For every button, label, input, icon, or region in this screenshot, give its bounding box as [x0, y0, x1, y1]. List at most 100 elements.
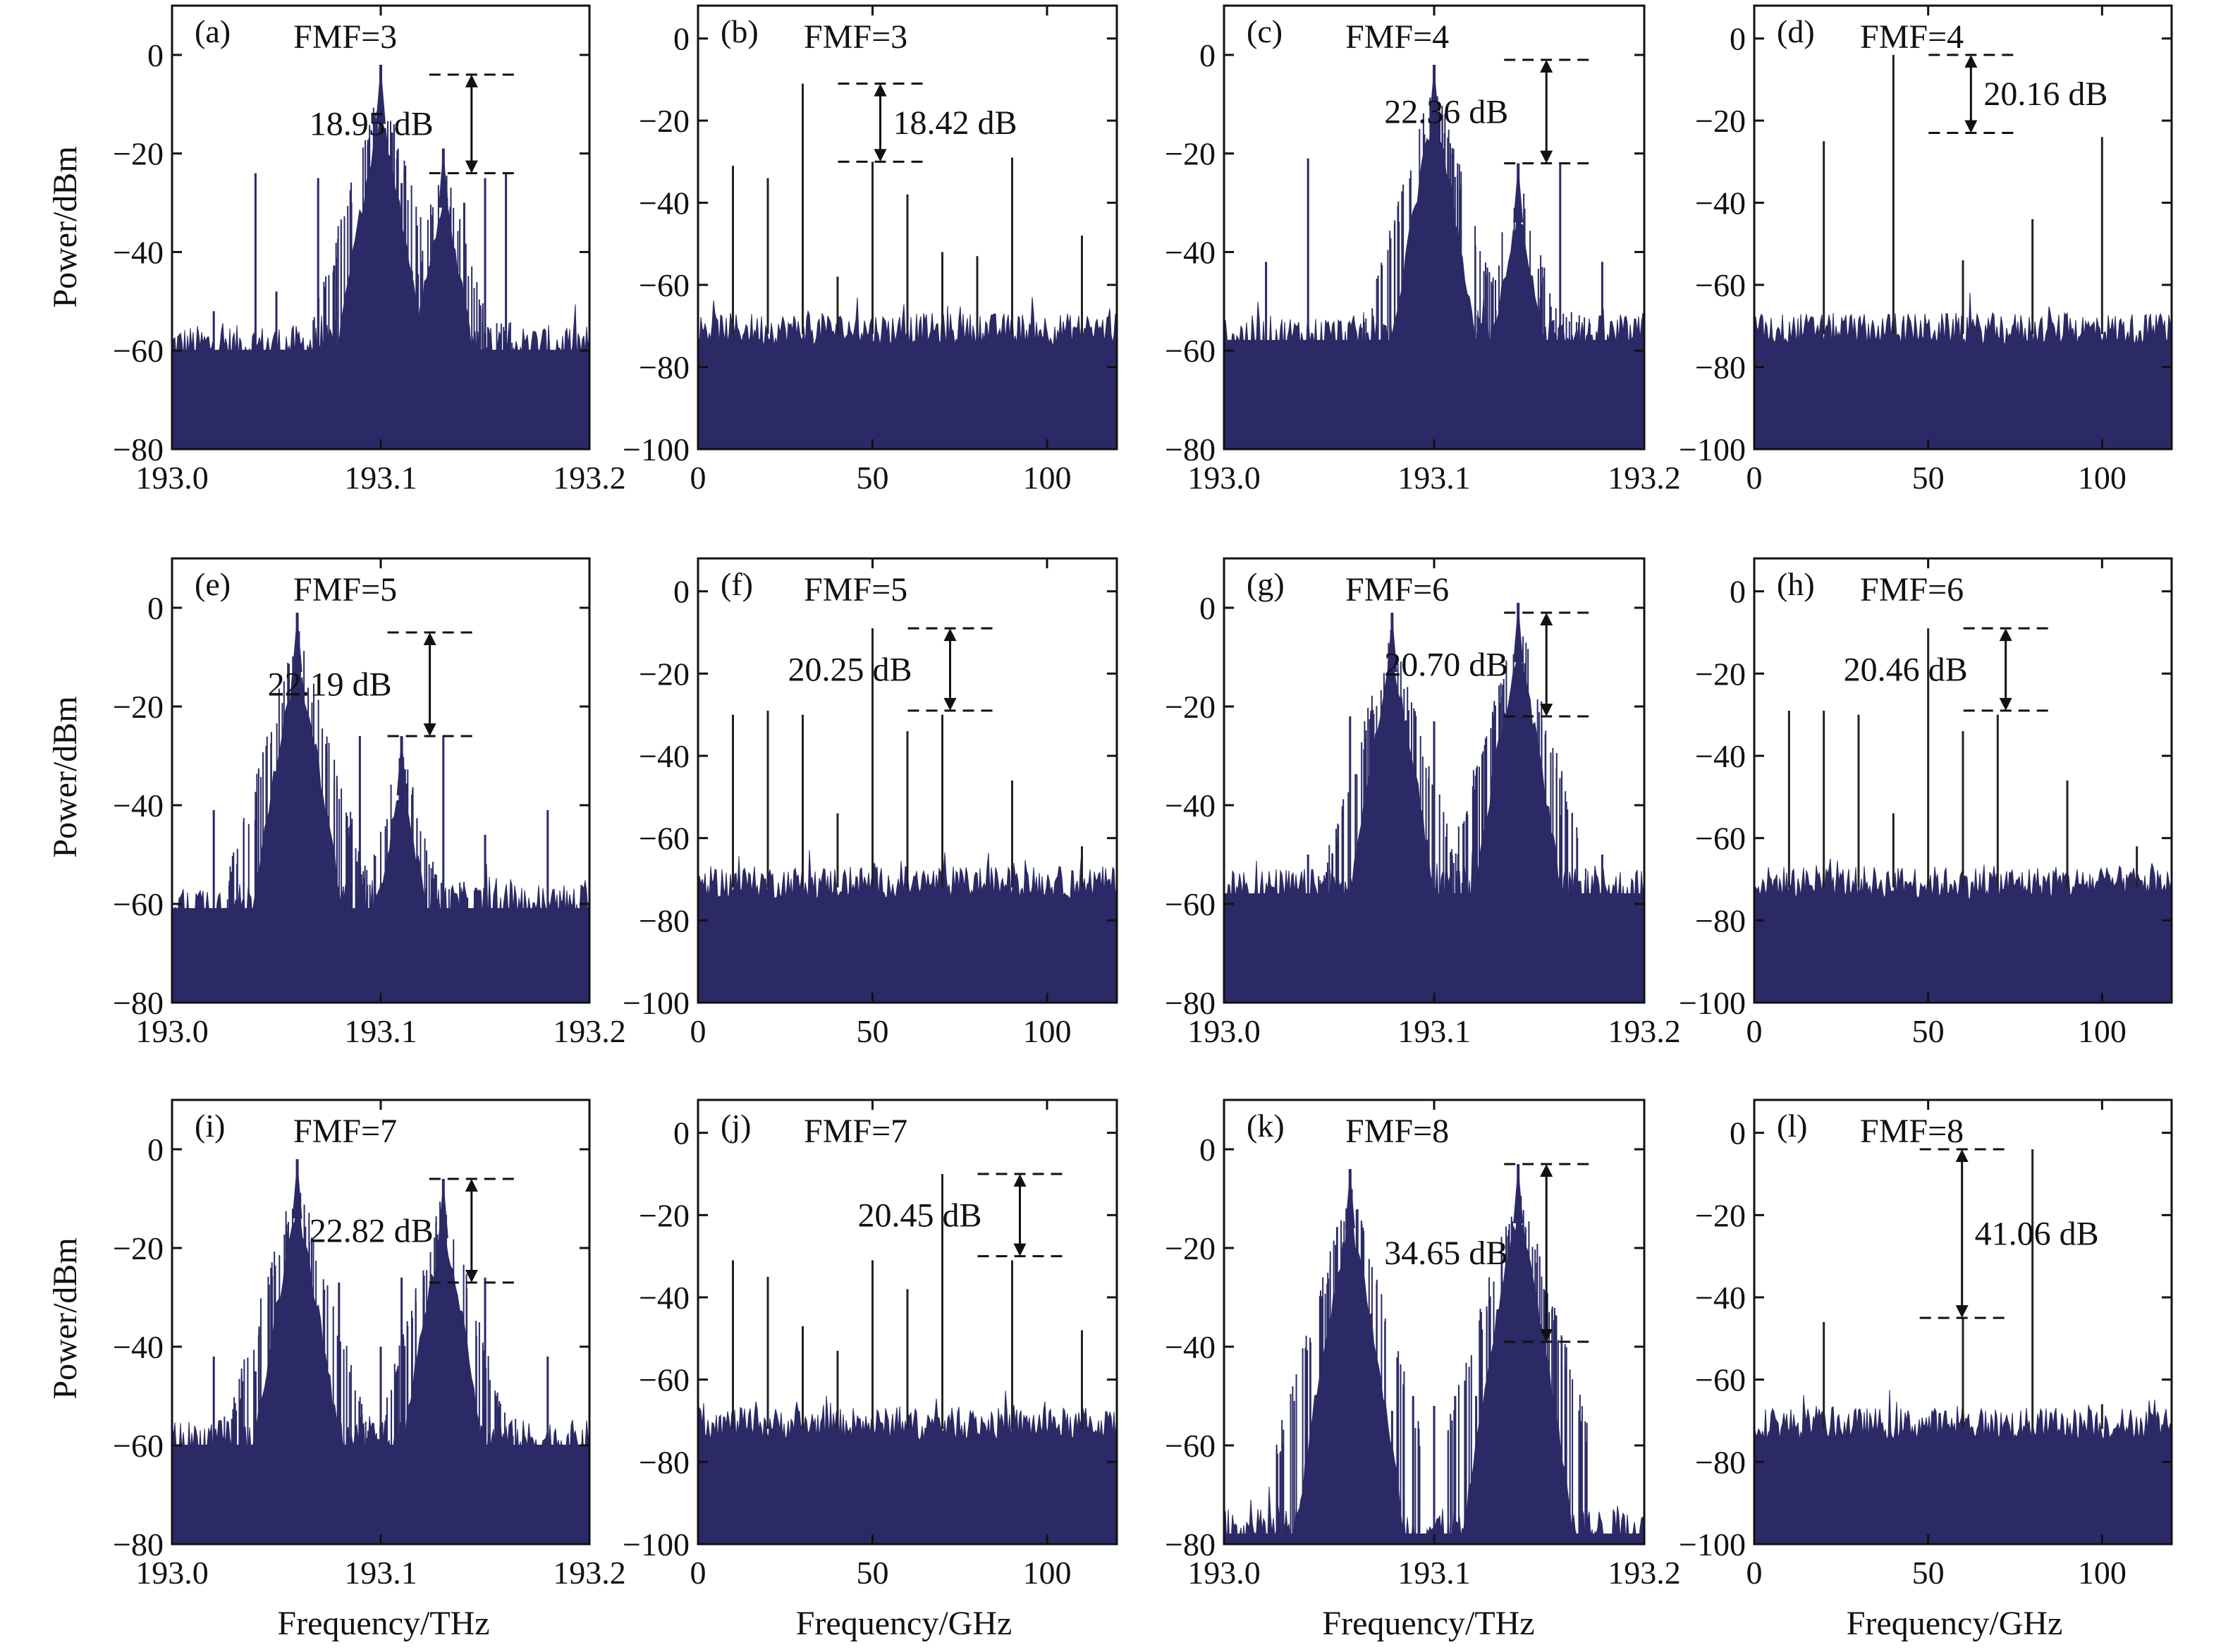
carrier-tip-c-1 — [1429, 64, 1439, 124]
y-tick-label-l: 0 — [1730, 1115, 1746, 1151]
y-tick-label-l: −20 — [1695, 1197, 1746, 1233]
panel-tag-j: (j) — [721, 1108, 751, 1144]
y-tick-label-j: −20 — [639, 1197, 690, 1233]
y-tick-label-a: −80 — [113, 432, 164, 467]
panel-tag-h: (h) — [1777, 566, 1815, 602]
x-tick-label-f: 50 — [857, 1013, 889, 1049]
x-axis-title-col1: Frequency/THz — [277, 1605, 489, 1642]
y-tick-label-a: 0 — [147, 37, 164, 73]
fmf-label-i: FMF=7 — [293, 1113, 397, 1150]
y-tick-label-e: −40 — [113, 788, 164, 824]
y-tick-label-d: −20 — [1695, 103, 1746, 139]
y-tick-label-h: −80 — [1695, 903, 1746, 938]
carrier-tip-g-1 — [1387, 613, 1397, 672]
fmf-label-k: FMF=8 — [1345, 1113, 1449, 1150]
panel-tag-d: (d) — [1777, 13, 1815, 49]
annotation-label-i: 22.82 dB — [310, 1213, 434, 1250]
axes-frame-f — [697, 557, 1118, 1004]
x-tick-label-h: 0 — [1746, 1013, 1763, 1049]
y-tick-label-a: −40 — [113, 234, 164, 270]
plot-area-i — [172, 1159, 589, 1544]
annotation-arrowhead-down-d — [1964, 120, 1978, 133]
x-tick-label-g: 193.0 — [1187, 1013, 1261, 1049]
plot-area-j — [698, 1174, 1117, 1544]
annotation-arrowhead-up-f — [943, 628, 957, 642]
annotation-arrowhead-up-a — [465, 74, 478, 87]
plot-area-d — [1754, 54, 2172, 449]
y-tick-label-b: −80 — [639, 350, 690, 386]
x-tick-label-d: 0 — [1746, 460, 1763, 496]
y-tick-label-d: −80 — [1695, 350, 1746, 386]
annotation-arrowhead-down-b — [874, 149, 887, 162]
annotation-arrowhead-up-h — [1999, 628, 2012, 642]
x-tick-label-g: 193.2 — [1608, 1013, 1681, 1049]
annotation-label-g: 20.70 dB — [1384, 647, 1508, 684]
y-tick-label-j: −60 — [639, 1362, 690, 1398]
annotation-label-e: 22.19 dB — [268, 666, 392, 704]
y-tick-label-e: −80 — [113, 985, 164, 1021]
panel-tag-i: (i) — [195, 1108, 225, 1144]
y-tick-label-g: −40 — [1165, 788, 1216, 824]
x-tick-label-g: 193.1 — [1397, 1013, 1471, 1049]
noise-floor-d — [1754, 293, 2172, 449]
axes-frame-b — [697, 4, 1118, 451]
panel-tag-e: (e) — [195, 566, 231, 602]
x-tick-label-f: 0 — [690, 1013, 706, 1049]
y-axis-title-row3: Power/dBm — [47, 1237, 84, 1399]
y-tick-label-c: 0 — [1199, 37, 1216, 73]
carrier-tip-k-1 — [1345, 1169, 1355, 1228]
fmf-label-e: FMF=5 — [293, 571, 397, 608]
x-tick-label-e: 193.2 — [553, 1013, 626, 1049]
y-tick-label-g: −20 — [1165, 689, 1216, 725]
y-tick-label-b: −60 — [639, 267, 690, 303]
fmf-label-j: FMF=7 — [804, 1113, 907, 1150]
y-tick-label-f: −20 — [639, 656, 690, 692]
plot-area-f — [698, 628, 1117, 1003]
y-tick-label-j: −80 — [639, 1444, 690, 1480]
x-tick-label-b: 0 — [690, 460, 706, 496]
y-tick-label-c: −40 — [1165, 234, 1216, 270]
annotation-label-j: 20.45 dB — [858, 1197, 982, 1234]
annotation-arrowhead-up-l — [1955, 1149, 1969, 1162]
y-tick-label-b: 0 — [673, 21, 690, 57]
carrier-tip-e-1 — [292, 613, 302, 672]
y-tick-label-h: −40 — [1695, 738, 1746, 774]
y-tick-label-j: 0 — [673, 1115, 690, 1151]
fmf-label-h: FMF=6 — [1860, 571, 1964, 608]
x-tick-label-h: 100 — [2078, 1013, 2127, 1049]
y-tick-label-k: −80 — [1165, 1526, 1216, 1562]
y-tick-label-b: −20 — [639, 103, 690, 139]
annotation-arrowhead-up-e — [423, 632, 436, 645]
y-tick-label-b: −40 — [639, 185, 690, 221]
x-tick-label-k: 193.0 — [1187, 1555, 1261, 1591]
axes-frame-d — [1753, 4, 2173, 451]
annotation-arrowhead-up-c — [1540, 59, 1553, 73]
carrier-tip-c-2 — [1513, 163, 1524, 223]
annotation-arrowhead-down-h — [1999, 697, 2012, 711]
y-tick-label-d: −40 — [1695, 185, 1746, 221]
plot-area-e — [172, 613, 589, 1003]
carrier-tip-i-1 — [292, 1159, 302, 1218]
carrier-tip-g-2 — [1513, 603, 1524, 662]
x-tick-label-c: 193.1 — [1397, 460, 1471, 496]
annotation-arrowhead-down-j — [1013, 1243, 1027, 1256]
panel-tag-a: (a) — [195, 13, 231, 49]
y-axis-title-row2: Power/dBm — [47, 696, 84, 857]
x-tick-label-e: 193.1 — [344, 1013, 417, 1049]
x-tick-label-a: 193.0 — [135, 460, 209, 496]
panel-tag-b: (b) — [721, 13, 759, 49]
y-tick-label-d: −100 — [1679, 432, 1746, 467]
annotation-label-l: 41.06 dB — [1975, 1216, 2099, 1253]
x-tick-label-e: 193.0 — [135, 1013, 209, 1049]
y-tick-label-h: −60 — [1695, 821, 1746, 857]
axes-frame-l — [1753, 1099, 2173, 1546]
